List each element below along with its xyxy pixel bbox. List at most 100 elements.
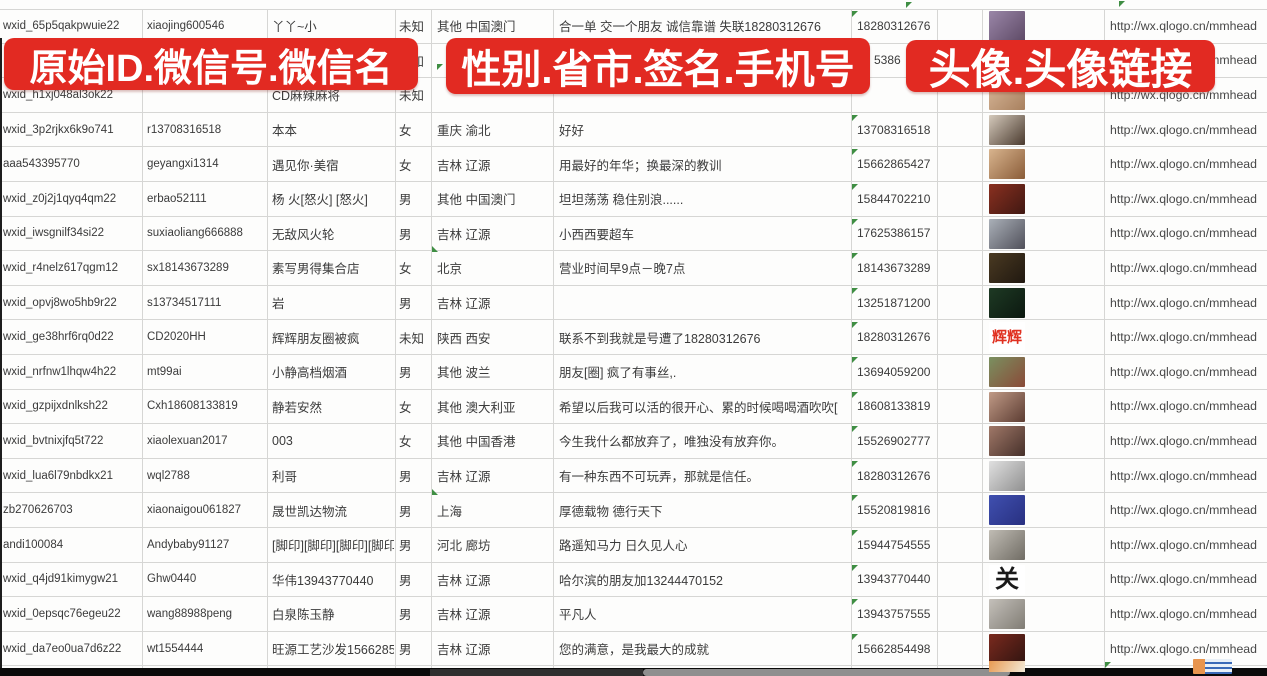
- cell-wechat-name[interactable]: CD麻辣麻将: [272, 89, 341, 104]
- cell-original-id[interactable]: wxid_z0j2j1qyq4qm22: [3, 192, 117, 205]
- cell-signature[interactable]: 厚德载物 德行天下: [559, 504, 663, 519]
- cell-signature[interactable]: 哈尔滨的朋友加13244470152: [559, 573, 723, 588]
- cell-wechat-account[interactable]: sx18143673289: [147, 261, 229, 274]
- cell-phone[interactable]: 13694059200: [857, 364, 931, 379]
- cell-original-id[interactable]: wxid_ge38hrf6rq0d22: [3, 331, 114, 344]
- cell-region[interactable]: 河北 廊坊: [437, 539, 491, 554]
- cell-gender[interactable]: 未知: [399, 331, 425, 346]
- cell-phone[interactable]: 18280312676: [857, 468, 931, 483]
- cell-avatar-url[interactable]: http://wx.qlogo.cn/mmhead: [1110, 18, 1257, 33]
- cell-signature[interactable]: 营业时间早9点－晚7点: [559, 262, 686, 277]
- cell-phone[interactable]: 18280312676: [857, 18, 931, 33]
- cell-gender[interactable]: 男: [399, 643, 412, 658]
- cell-wechat-account[interactable]: r13708316518: [147, 123, 222, 136]
- cell-original-id[interactable]: wxid_lua6l79nbdkx21: [3, 469, 113, 482]
- cell-gender[interactable]: 男: [399, 608, 412, 623]
- cell-phone[interactable]: 15520819816: [857, 503, 931, 518]
- cell-gender[interactable]: 男: [399, 227, 412, 242]
- cell-avatar-url[interactable]: http://wx.qlogo.cn/mmhead: [1110, 330, 1257, 345]
- cell-phone[interactable]: 13708316518: [857, 122, 931, 137]
- cell-gender[interactable]: 男: [399, 193, 412, 208]
- cell-gender[interactable]: 男: [399, 573, 412, 588]
- cell-original-id[interactable]: wxid_nrfnw1lhqw4h22: [3, 365, 117, 378]
- cell-region[interactable]: 其他 澳大利亚: [437, 400, 516, 415]
- cell-region[interactable]: 其他 波兰: [437, 366, 491, 381]
- cell-original-id[interactable]: aaa543395770: [3, 158, 80, 171]
- cell-signature[interactable]: 好好: [559, 124, 585, 139]
- cell-gender[interactable]: 女: [399, 400, 412, 415]
- cell-original-id[interactable]: wxid_iwsgnilf34si22: [3, 227, 104, 240]
- cell-signature[interactable]: 合一单 交一个朋友 诚信靠谱 失联18280312676: [559, 20, 821, 35]
- cell-gender[interactable]: 男: [399, 539, 412, 554]
- cell-avatar-url[interactable]: http://wx.qlogo.cn/mmhead: [1110, 226, 1257, 241]
- cell-wechat-account[interactable]: wql2788: [147, 469, 190, 482]
- cell-wechat-account[interactable]: geyangxi1314: [147, 158, 219, 171]
- cell-wechat-account[interactable]: s13734517111: [147, 296, 222, 309]
- cell-region[interactable]: 吉林 辽源: [437, 573, 491, 588]
- video-progress-handle[interactable]: [643, 669, 1010, 676]
- cell-signature[interactable]: 有一种东西不可玩弄，那就是信任。: [559, 470, 760, 485]
- cell-phone[interactable]: 15844702210: [857, 191, 931, 206]
- cell-phone[interactable]: 13943770440: [857, 572, 931, 587]
- cell-wechat-account[interactable]: xiaolexuan2017: [147, 434, 228, 447]
- cell-region[interactable]: 陕西 西安: [437, 331, 491, 346]
- cell-gender[interactable]: 未知: [399, 89, 425, 104]
- cell-region[interactable]: 吉林 辽源: [437, 227, 491, 242]
- cell-avatar-url[interactable]: http://wx.qlogo.cn/mmhead: [1110, 468, 1257, 483]
- cell-original-id[interactable]: wxid_3p2rjkx6k9o741: [3, 123, 114, 136]
- cell-signature[interactable]: 路遥知马力 日久见人心: [559, 539, 688, 554]
- cell-gender[interactable]: 未知: [399, 20, 425, 35]
- cell-gender[interactable]: 男: [399, 504, 412, 519]
- cell-wechat-name[interactable]: 003: [272, 433, 293, 448]
- cell-gender[interactable]: 女: [399, 158, 412, 173]
- cell-wechat-account[interactable]: xiaonaigou061827: [147, 504, 242, 517]
- cell-region[interactable]: 吉林 辽源: [437, 158, 491, 173]
- cell-wechat-name[interactable]: 丫丫~小: [272, 20, 317, 35]
- cell-avatar-url[interactable]: http://wx.qlogo.cn/mmhead: [1110, 537, 1257, 552]
- cell-phone[interactable]: 13943757555: [857, 606, 931, 621]
- cell-region[interactable]: 上海: [437, 504, 463, 519]
- cell-wechat-name[interactable]: [脚印][脚印][脚印][脚印]: [272, 539, 394, 554]
- cell-wechat-name[interactable]: 晟世凯达物流: [272, 504, 348, 519]
- cell-region[interactable]: 其他 中国香港: [437, 435, 516, 450]
- cell-phone[interactable]: 17625386157: [857, 226, 931, 241]
- cell-phone[interactable]: 15662865427: [857, 157, 931, 172]
- cell-wechat-name[interactable]: 无敌风火轮: [272, 227, 335, 242]
- cell-region[interactable]: 北京: [437, 262, 463, 277]
- cell-avatar-url[interactable]: http://wx.qlogo.cn/mmhead: [1110, 641, 1257, 656]
- cell-wechat-name[interactable]: 白泉陈玉静: [272, 608, 335, 623]
- cell-wechat-account[interactable]: wt1554444: [147, 642, 204, 655]
- cell-phone[interactable]: 18608133819: [857, 399, 931, 414]
- cell-original-id[interactable]: wxid_bvtnixjfq5t722: [3, 434, 104, 447]
- cell-signature[interactable]: 联系不到我就是号遭了18280312676: [559, 331, 761, 346]
- cell-gender[interactable]: 女: [399, 262, 412, 277]
- cell-region[interactable]: 其他 中国澳门: [437, 193, 516, 208]
- cell-wechat-account[interactable]: Ghw0440: [147, 573, 197, 586]
- cell-phone[interactable]: 15526902777: [857, 433, 931, 448]
- cell-original-id[interactable]: wxid_da7eo0ua7d6z22: [3, 642, 122, 655]
- cell-original-id[interactable]: andi100084: [3, 538, 64, 551]
- cell-wechat-name[interactable]: 静若安然: [272, 400, 323, 415]
- cell-gender[interactable]: 男: [399, 297, 412, 312]
- cell-wechat-name[interactable]: 遇见你·美宿: [272, 158, 339, 173]
- cell-phone[interactable]: 15944754555: [857, 537, 931, 552]
- cell-wechat-name[interactable]: 素写男得集合店: [272, 262, 360, 277]
- cell-phone[interactable]: 15662854498: [857, 641, 931, 656]
- cell-signature[interactable]: 今生我什么都放弃了，唯独没有放弃你。: [559, 435, 785, 450]
- cell-region[interactable]: 吉林 辽源: [437, 608, 491, 623]
- cell-avatar-url[interactable]: http://wx.qlogo.cn/mmhead: [1110, 503, 1257, 518]
- cell-signature[interactable]: 朋友[圈] 疯了有事丝,.: [559, 366, 677, 381]
- cell-phone[interactable]: 5386: [874, 53, 901, 68]
- cell-phone[interactable]: 13251871200: [857, 295, 931, 310]
- cell-original-id[interactable]: wxid_opvj8wo5hb9r22: [3, 296, 117, 309]
- cell-wechat-account[interactable]: erbao52111: [147, 192, 207, 205]
- cell-gender[interactable]: 男: [399, 366, 412, 381]
- cell-signature[interactable]: 用最好的年华；换最深的教训: [559, 158, 722, 173]
- cell-avatar-url[interactable]: http://wx.qlogo.cn/mmhead: [1110, 260, 1257, 275]
- cell-wechat-account[interactable]: CD2020HH: [147, 331, 206, 344]
- cell-region[interactable]: 吉林 辽源: [437, 470, 491, 485]
- cell-signature[interactable]: 希望以后我可以活的很开心、累的时候喝喝酒吹吹[: [559, 400, 838, 415]
- cell-wechat-account[interactable]: suxiaoliang666888: [147, 227, 243, 240]
- cell-wechat-account[interactable]: Andybaby91127: [147, 538, 230, 551]
- cell-region[interactable]: 吉林 辽源: [437, 643, 491, 658]
